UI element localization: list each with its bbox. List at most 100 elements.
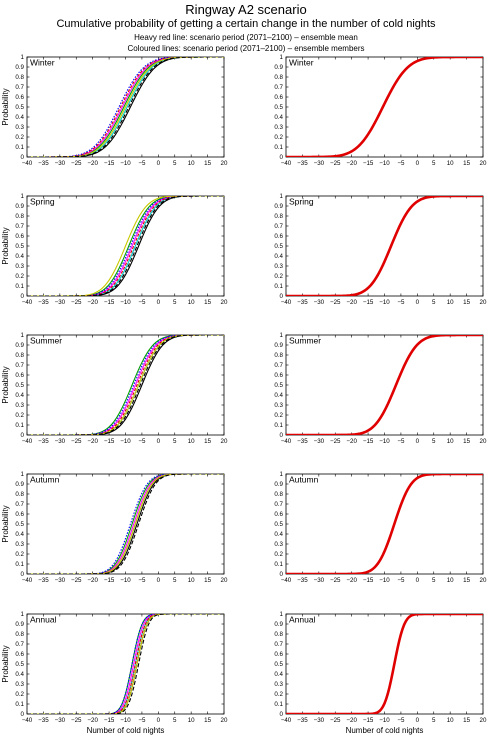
y-tick-label: 0.7 (15, 84, 24, 91)
x-tick-label: −25 (71, 438, 82, 445)
season-label: Spring (30, 197, 55, 207)
x-tick-label: −30 (314, 717, 325, 724)
x-tick-label: −35 (38, 717, 49, 724)
y-tick-label: 0.3 (274, 681, 283, 688)
y-tick-label: 0.7 (15, 362, 24, 369)
season-label: Spring (289, 197, 314, 207)
y-tick-label: 0.1 (274, 283, 283, 290)
x-tick-label: −35 (38, 438, 49, 445)
x-tick-label: −20 (87, 717, 98, 724)
x-tick-label: 0 (416, 438, 420, 445)
x-tick-label: 20 (221, 299, 228, 306)
x-tick-label: −35 (297, 438, 308, 445)
member-line (27, 614, 224, 714)
x-tick-label: 10 (188, 438, 195, 445)
y-tick-label: 0.1 (274, 701, 283, 708)
x-tick-label: −20 (87, 299, 98, 306)
plot-frame (285, 613, 484, 715)
x-tick-label: −30 (314, 160, 325, 167)
x-tick-label: 0 (416, 160, 420, 167)
y-tick-label: 0.4 (15, 114, 24, 121)
x-tick-label: 10 (447, 717, 454, 724)
y-tick-label: 0.5 (274, 104, 283, 111)
y-tick-label: 0.9 (15, 621, 24, 628)
x-tick-label: −35 (38, 299, 49, 306)
x-tick-label: 15 (463, 299, 470, 306)
x-tick-label: −40 (22, 299, 33, 306)
panel-annual-members: −40 −35 −30 −25 −20 −15 −10 −5 0 5 10 15 20 0 0.1 0.2 0.… (1, 611, 228, 735)
plot-frame (285, 334, 484, 436)
x-tick-label: −40 (22, 160, 33, 167)
x-tick-label: −10 (120, 438, 131, 445)
y-tick-label: 0.3 (274, 263, 283, 270)
season-label: Summer (30, 336, 62, 346)
y-tick-label: 0.3 (274, 124, 283, 131)
y-tick-label: 0.2 (15, 273, 24, 280)
x-tick-label: −30 (314, 299, 325, 306)
y-tick-label: 0.7 (274, 223, 283, 230)
y-tick-label: 0.9 (15, 64, 24, 71)
x-tick-label: −20 (346, 160, 357, 167)
x-tick-label: 10 (447, 299, 454, 306)
y-tick-label: 0 (280, 571, 284, 578)
y-tick-label: 1 (280, 611, 284, 618)
y-tick-label: 0.9 (274, 203, 283, 210)
member-line (27, 474, 224, 574)
x-tick-label: 10 (447, 577, 454, 584)
x-tick-label: 20 (480, 577, 487, 584)
panel-spring-mean: −40 −35 −30 −25 −20 −15 −10 −5 0 5 10 15 20 0 0.1 0.2 0.… (274, 193, 487, 306)
x-tick-label: 20 (480, 160, 487, 167)
y-tick-label: 0.4 (274, 531, 283, 538)
x-tick-label: 0 (416, 577, 420, 584)
y-tick-label: 1 (21, 611, 25, 618)
y-tick-label: 1 (280, 471, 284, 478)
y-tick-label: 1 (21, 54, 25, 61)
plot-frame (285, 195, 484, 297)
panel-autumn-mean: −40 −35 −30 −25 −20 −15 −10 −5 0 5 10 15 20 0 0.1 0.2 0.… (274, 471, 487, 584)
x-tick-label: 10 (188, 299, 195, 306)
x-tick-label: −10 (120, 299, 131, 306)
y-tick-label: 0.5 (15, 243, 24, 250)
y-tick-label: 0.7 (274, 362, 283, 369)
y-tick-label: 1 (21, 193, 25, 200)
x-tick-label: 20 (221, 577, 228, 584)
y-tick-label: 0.2 (274, 691, 283, 698)
member-line (27, 57, 224, 157)
y-tick-label: 0 (280, 432, 284, 439)
x-tick-label: −40 (22, 717, 33, 724)
x-tick-label: −30 (55, 717, 66, 724)
member-line (27, 196, 224, 296)
y-tick-label: 0 (21, 711, 25, 718)
member-line (27, 474, 224, 574)
y-tick-label: 1 (21, 332, 25, 339)
y-tick-label: 1 (280, 54, 284, 61)
y-tick-label: 0.4 (15, 671, 24, 678)
y-tick-label: 0.3 (274, 402, 283, 409)
panel-autumn-members: −40 −35 −30 −25 −20 −15 −10 −5 0 5 10 15 20 0 0.1 0.2 0.… (1, 471, 228, 584)
x-tick-label: 5 (432, 160, 436, 167)
x-tick-label: −10 (379, 577, 390, 584)
y-tick-label: 0.2 (274, 134, 283, 141)
x-tick-label: −15 (104, 299, 115, 306)
x-tick-label: 5 (173, 577, 177, 584)
y-tick-label: 0.4 (274, 671, 283, 678)
x-tick-label: 0 (157, 299, 161, 306)
curves (286, 474, 483, 574)
x-tick-label: −25 (330, 438, 341, 445)
x-tick-label: −25 (71, 577, 82, 584)
y-tick-label: 0.5 (274, 521, 283, 528)
y-tick-label: 0.6 (15, 94, 24, 101)
y-tick-label: 0.5 (274, 243, 283, 250)
x-tick-label: 5 (173, 299, 177, 306)
curves (286, 335, 483, 435)
y-tick-label: 0.6 (15, 233, 24, 240)
y-tick-label: 0.5 (274, 661, 283, 668)
x-tick-label: −15 (363, 299, 374, 306)
y-tick-label: 0.3 (15, 402, 24, 409)
x-tick-label: −30 (55, 299, 66, 306)
y-tick-label: 0 (21, 571, 25, 578)
y-tick-label: 0.2 (15, 412, 24, 419)
y-tick-label: 0.8 (274, 74, 283, 81)
x-tick-label: −40 (281, 160, 292, 167)
y-tick-label: 0.5 (15, 382, 24, 389)
